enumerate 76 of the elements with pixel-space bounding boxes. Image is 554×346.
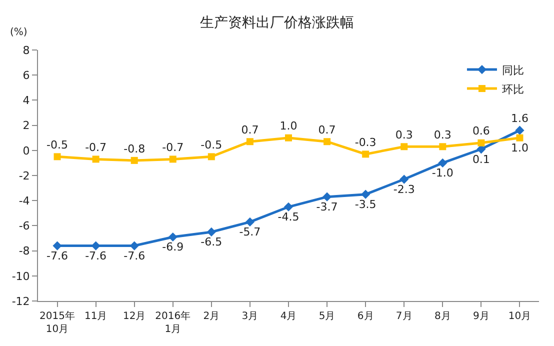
y-tick-label: -12 [12,294,30,308]
x-tick-label: 8月 [434,311,451,322]
point [478,139,485,146]
data-label: 0.1 [472,152,490,166]
data-label: -7.6 [124,249,146,262]
point [246,138,254,146]
point [400,143,408,150]
point [284,202,294,212]
x-tick-label: 2016年 1月 [155,310,191,335]
data-label: -6.9 [162,240,184,254]
data-label: -0.7 [162,141,184,154]
x-tick-label: 6月 [357,311,374,322]
x-tick-label: 5月 [318,311,336,322]
x-tick-label: 2月 [203,311,220,322]
point [439,143,446,150]
y-tick-label: 8 [22,44,30,57]
point [516,134,524,142]
point [130,156,138,164]
x-tick-label: 3月 [242,311,258,322]
point [361,190,370,199]
data-label: 0.6 [472,124,490,138]
data-label: -6.5 [200,236,222,249]
chart-title: 生产资料出厂价格涨跌幅 [200,15,354,32]
point [362,150,370,158]
data-label: -3.5 [354,198,376,211]
y-tick-label: 4 [22,94,30,108]
y-tick-label: 0 [22,144,30,158]
point [208,153,215,160]
point [169,156,176,163]
y-tick-label: 2 [22,119,30,132]
point [515,126,524,135]
data-label: -0.5 [200,138,222,152]
data-label: -0.7 [85,141,107,154]
point [92,156,100,163]
data-label: -0.3 [354,136,376,150]
y-tick-label: -4 [18,194,30,208]
data-label: 0.3 [434,128,452,142]
data-label: -0.8 [124,142,146,156]
point [285,134,292,142]
data-label: -2.3 [393,182,415,196]
data-label: 0.7 [241,123,259,136]
point [400,174,409,184]
y-tick-label: 6 [22,68,30,82]
data-label: -3.7 [316,200,338,214]
x-tick-label: 7月 [396,311,412,322]
x-tick-label: 4月 [280,311,297,322]
data-label: -1.0 [432,166,454,180]
point [438,158,448,168]
x-tick-label: 10月 [508,311,532,322]
y-tick-label: -2 [18,169,30,182]
point [245,217,255,226]
y-tick-label: -10 [12,270,30,283]
point [206,227,216,237]
x-tick-label: 9月 [473,311,490,322]
data-label: 1.6 [510,112,528,126]
point [324,138,331,146]
x-tick-label: 2015年 10月 [40,310,75,335]
data-label: 1.0 [510,141,528,154]
data-label: 0.3 [395,128,413,142]
y-tick-label: -6 [18,220,30,233]
x-tick-label: 11月 [84,311,108,322]
legend-label: 环比 [502,82,524,96]
y-axis-title: (%) [10,27,28,38]
data-label: 0.7 [318,123,336,136]
data-label: -7.6 [46,249,68,262]
x-tick-label: 12月 [122,311,146,322]
point [54,153,61,160]
data-label: -7.6 [85,249,107,262]
point [322,192,332,202]
data-label: -4.5 [278,210,300,224]
legend-label: 同比 [502,64,524,77]
point [168,232,178,242]
data-label: 1.0 [280,120,298,133]
data-label: -5.7 [239,226,261,239]
data-label: -0.5 [46,138,68,152]
y-tick-label: -8 [18,244,30,258]
